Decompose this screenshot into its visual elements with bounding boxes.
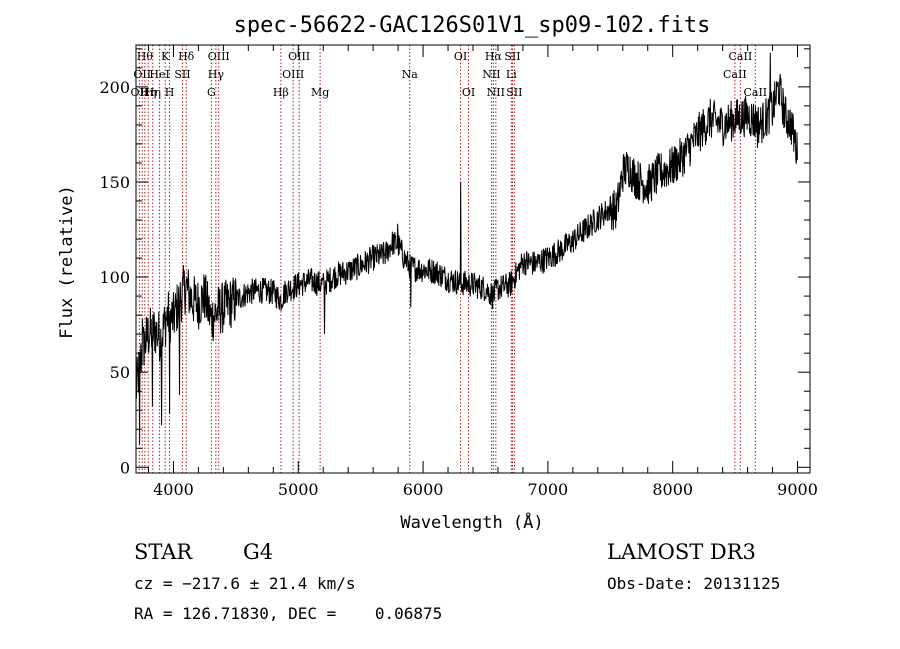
emission-line-markers <box>138 45 756 473</box>
emission-line-label: OI <box>454 50 467 63</box>
emission-line-label: SII <box>506 86 522 99</box>
chart-title: spec-56622-GAC126S01V1_sp09-102.fits <box>234 13 711 38</box>
y-tick-label: 150 <box>99 173 130 192</box>
emission-line-label: OIII <box>288 50 310 63</box>
emission-line-label: OI <box>462 86 475 99</box>
y-axis-tick-labels: 0 50 100 150 200 <box>99 78 130 477</box>
redshift-velocity: cz = −217.6 ± 21.4 km/s <box>134 574 356 593</box>
x-tick-label: 9000 <box>777 480 818 499</box>
emission-line-label: G <box>207 86 216 99</box>
emission-line-label: Hη <box>145 86 161 99</box>
flux-series <box>135 52 798 445</box>
x-tick-label: 7000 <box>528 480 569 499</box>
emission-line-label: NII <box>482 68 500 81</box>
y-tick-label: 50 <box>110 363 130 382</box>
x-tick-label: 6000 <box>403 480 444 499</box>
emission-line-label: CaII <box>729 50 753 63</box>
x-axis-label: Wavelength (Å) <box>400 511 543 533</box>
emission-line-label: HeI <box>149 68 169 81</box>
emission-line-label: CaII <box>723 68 747 81</box>
plot-axes <box>135 44 811 474</box>
sky-coordinates: RA = 126.71830, DEC = 0.06875 <box>134 604 443 623</box>
y-axis-label: Flux (relative) <box>57 185 77 339</box>
emission-line-label: NII <box>487 86 505 99</box>
flux-line <box>135 52 798 445</box>
x-tick-label: 4000 <box>153 480 194 499</box>
emission-line-label: SII <box>504 50 520 63</box>
emission-line-label: Li <box>506 68 517 81</box>
emission-line-label: OII <box>131 86 149 99</box>
x-axis-tick-labels: 4000 5000 6000 7000 8000 9000 <box>153 480 818 499</box>
survey-name: LAMOST DR3 <box>607 540 756 564</box>
emission-line-label: Hα <box>485 50 503 63</box>
object-class: STAR <box>134 540 193 564</box>
emission-line-label: SII <box>174 68 190 81</box>
emission-line-label: Hγ <box>208 68 225 81</box>
emission-line-label: H <box>165 86 175 99</box>
object-subclass: G4 <box>243 540 274 564</box>
y-tick-label: 200 <box>99 78 130 97</box>
emission-line-label: K <box>161 50 170 63</box>
x-tick-label: 8000 <box>652 480 693 499</box>
emission-line-label: OIII <box>282 68 304 81</box>
emission-line-label: OIII <box>208 50 230 63</box>
emission-line-label: Hβ <box>273 86 289 99</box>
emission-line-label: Hθ <box>137 50 154 63</box>
emission-line-label: Hη <box>140 86 156 99</box>
observation-date: Obs-Date: 20131125 <box>607 574 781 593</box>
y-tick-label: 100 <box>99 268 130 287</box>
emission-line-label: Mg <box>311 86 329 99</box>
emission-line-label: CaII <box>743 86 767 99</box>
emission-line-label: OII <box>133 68 151 81</box>
emission-line-label: Na <box>402 68 419 81</box>
emission-line-label: Hδ <box>178 50 195 63</box>
y-tick-label: 0 <box>120 458 130 477</box>
x-tick-label: 5000 <box>278 480 319 499</box>
